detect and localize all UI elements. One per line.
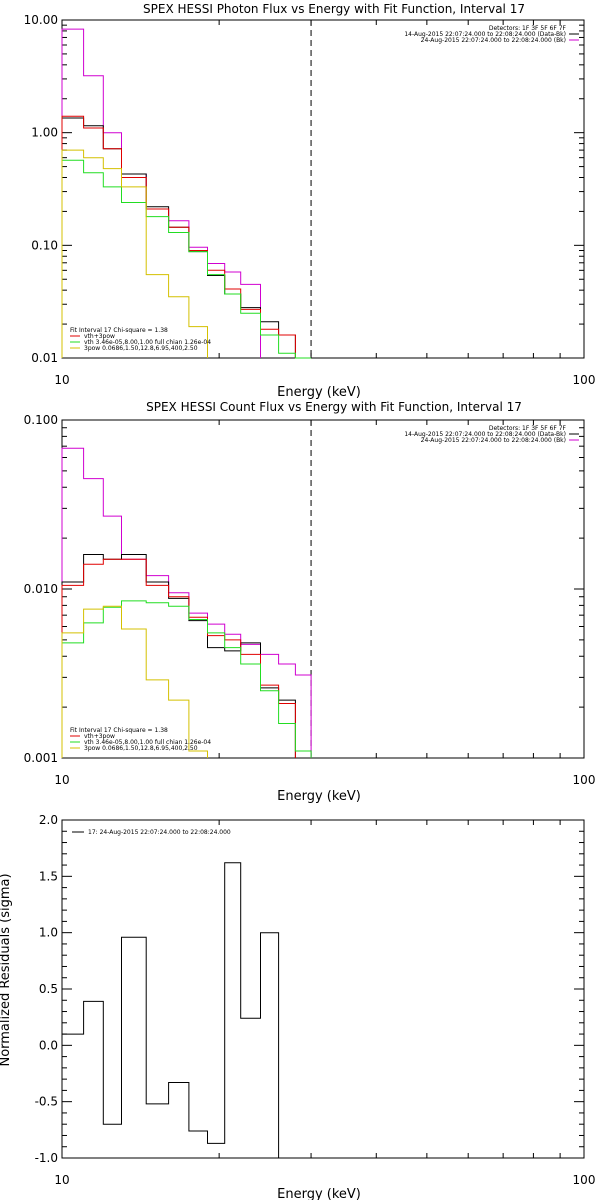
panel-2-xlabel: Energy (keV): [277, 789, 361, 804]
y-tick-label: 0.01: [31, 351, 58, 365]
panel-3-ylabel: Normalized Residuals (sigma): [0, 873, 13, 1066]
y-tick-label: 0.010: [24, 582, 58, 596]
residuals-panel: Energy (keV) Normalized Residuals (sigma…: [0, 813, 595, 1200]
series-yellow-step: [61, 149, 208, 358]
panel-3-xlabel: Energy (keV): [277, 1187, 361, 1200]
legend-top-right-text: Detectors: 1F 3F 5F 6F 7F: [489, 425, 567, 432]
y-tick-label: 0.10: [31, 238, 58, 252]
y-tick-label: -0.5: [35, 1095, 58, 1109]
series-green-step: [61, 600, 312, 758]
x-tick-label: 10: [54, 373, 69, 387]
y-tick-label: 1.00: [31, 126, 58, 140]
panel-1-title: SPEX HESSI Photon Flux vs Energy with Fi…: [143, 2, 525, 16]
legend-top-right-text: 14-Aug-2015 22:07:24.000 to 22:08:24.000…: [404, 31, 566, 38]
y-tick-label: 0.5: [39, 982, 58, 996]
y-tick-label: -1.0: [35, 1151, 58, 1165]
plot-frame: [61, 419, 585, 759]
series-green-step: [61, 159, 312, 359]
panel-1-plot: 10 100 0.01 0.10 1.00 10.00 Detectors: 1F 3F 5…: [24, 13, 596, 387]
legend-fit-item: vth 3.46e-05,8.00,1.00 full chian 1.26e-…: [84, 339, 211, 346]
series-yellow-step: [61, 605, 208, 758]
x-tick-label: 10: [54, 1173, 69, 1187]
legend-fit-header: Fit Interval 17 Chi-square = 1.38: [70, 727, 168, 734]
count-flux-panel: SPEX HESSI Count Flux vs Energy with Fit…: [24, 400, 596, 804]
panel-2-plot: 10 100 0.001 0.010 0.100 Detectors: 1F 3F 5F …: [24, 413, 596, 787]
y-tick-label: 0.0: [39, 1038, 58, 1052]
y-tick-label: 1.0: [39, 926, 58, 940]
y-tick-label: 10.00: [24, 13, 58, 27]
legend-fit-header: Fit Interval 17 Chi-square = 1.38: [70, 327, 168, 334]
legend-top-right-text: 24-Aug-2015 22:07:24.000 to 22:08:24.000…: [421, 37, 566, 44]
legend-residual-text: 17: 24-Aug-2015 22:07:24.000 to 22:08:24…: [88, 829, 231, 836]
legend-top-right-text: 24-Aug-2015 22:07:24.000 to 22:08:24.000…: [421, 437, 566, 444]
panel-3-plot: 10 100 -1.0 -0.5 0.0 0.5 1.0 1.5 2.0 17: 24-Aug-2…: [35, 813, 596, 1187]
plot-frame: [61, 19, 585, 359]
plot-frame: [61, 819, 585, 1159]
legend-fit-item: vth+3pow: [84, 733, 115, 740]
y-tick-label: 1.5: [39, 869, 58, 883]
y-tick-label: 0.100: [24, 413, 58, 427]
legend-fit-item: vth+3pow: [84, 333, 115, 340]
legend-fit-item: 3pow 0.0686,1.50,12.8,6.95,400,2.50: [84, 745, 198, 752]
panel-1-xlabel: Energy (keV): [277, 385, 361, 400]
x-tick-label: 100: [573, 773, 596, 787]
series-magenta-step: [61, 28, 261, 358]
legend-top-right-text: 14-Aug-2015 22:07:24.000 to 22:08:24.000…: [404, 431, 566, 438]
y-tick-label: 0.001: [24, 751, 58, 765]
x-tick-label: 100: [573, 373, 596, 387]
legend-fit-item: 3pow 0.0686,1.50,12.8,6.95,400,2.50: [84, 345, 198, 352]
photon-flux-panel: SPEX HESSI Photon Flux vs Energy with Fi…: [24, 2, 596, 400]
y-tick-label: 2.0: [39, 813, 58, 827]
panel-2-title: SPEX HESSI Count Flux vs Energy with Fit…: [146, 400, 522, 414]
legend-fit-item: vth 3.46e-05,8.00,1.00 full chian 1.26e-…: [84, 739, 211, 746]
series-magenta-step: [61, 447, 312, 758]
legend-top-right-text: Detectors: 1F 3F 5F 6F 7F: [489, 25, 567, 32]
x-tick-label: 100: [573, 1173, 596, 1187]
x-tick-label: 10: [54, 773, 69, 787]
series-black-step: [61, 862, 280, 1158]
